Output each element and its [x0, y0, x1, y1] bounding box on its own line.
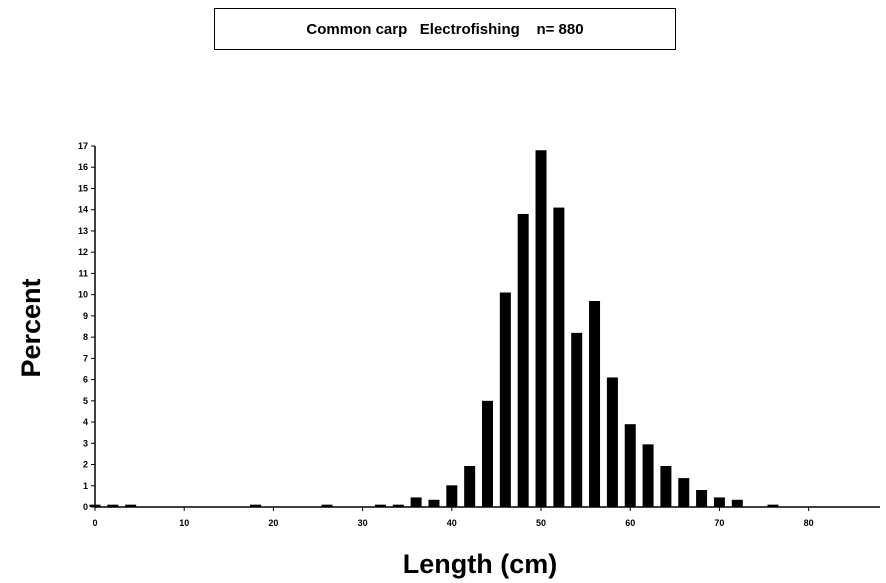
bar — [374, 504, 386, 507]
y-tick-label: 0 — [83, 502, 88, 512]
bar — [410, 497, 422, 507]
bar — [464, 466, 476, 507]
y-tick-label: 15 — [78, 183, 88, 193]
bar — [499, 292, 511, 507]
bars-group — [89, 150, 779, 508]
bar — [731, 499, 743, 507]
bar — [125, 504, 137, 507]
bar — [392, 504, 404, 507]
x-tick-label: 20 — [268, 518, 278, 528]
x-tick-label: 30 — [358, 518, 368, 528]
x-tick-label: 60 — [625, 518, 635, 528]
y-tick-label: 3 — [83, 438, 88, 448]
x-tick-label: 50 — [536, 518, 546, 528]
y-tick-label: 1 — [83, 481, 88, 491]
x-ticks-group: 0 10 20 30 40 50 60 70 80 — [92, 507, 814, 528]
y-tick-label: 10 — [78, 290, 88, 300]
bar — [589, 301, 601, 507]
bar — [660, 466, 672, 507]
bar — [696, 490, 708, 507]
y-tick-label: 7 — [83, 353, 88, 363]
bar — [678, 478, 690, 507]
y-tick-label: 4 — [83, 417, 88, 427]
bar — [571, 332, 583, 507]
x-tick-label: 40 — [447, 518, 457, 528]
y-tick-label: 9 — [83, 311, 88, 321]
x-tick-label: 80 — [804, 518, 814, 528]
bar — [713, 497, 725, 507]
bar — [482, 400, 493, 507]
x-tick-label: 0 — [92, 518, 97, 528]
y-tick-label: 16 — [78, 162, 88, 172]
y-axis-title: Percent — [16, 278, 46, 377]
y-tick-label: 2 — [83, 460, 88, 470]
x-tick-label: 70 — [714, 518, 724, 528]
bar — [535, 150, 547, 507]
x-axis-title: Length (cm) — [403, 549, 558, 579]
chart-title: Common carp Electrofishing n= 880 — [214, 8, 676, 50]
y-tick-label: 17 — [78, 141, 88, 151]
y-tick-label: 8 — [83, 332, 88, 342]
bar — [606, 377, 618, 507]
bar — [428, 499, 440, 507]
bar — [250, 504, 262, 507]
bar — [624, 424, 636, 507]
bar — [446, 485, 458, 507]
x-tick-label: 10 — [179, 518, 189, 528]
bar — [517, 213, 529, 507]
bar — [107, 504, 119, 507]
y-tick-label: 5 — [83, 396, 88, 406]
y-tick-label: 12 — [78, 247, 88, 257]
y-tick-label: 11 — [78, 268, 88, 278]
bar — [321, 504, 333, 507]
y-tick-label: 6 — [83, 375, 88, 385]
bar — [642, 444, 654, 507]
bar — [553, 207, 565, 508]
bar — [767, 504, 779, 507]
y-tick-label: 14 — [78, 205, 88, 215]
y-tick-label: 13 — [78, 226, 88, 236]
